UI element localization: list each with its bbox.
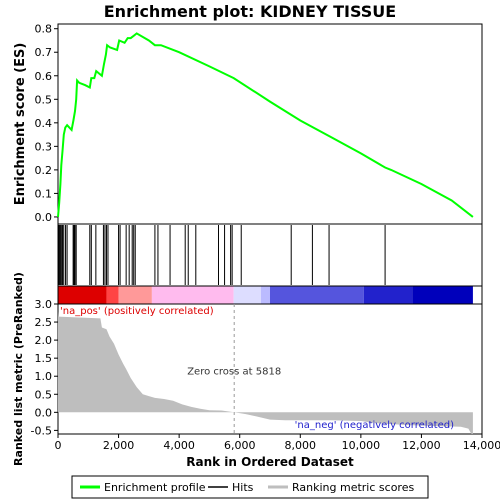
heatmap-segment: [58, 286, 106, 304]
x-tick-label: 4,000: [163, 439, 195, 452]
metric-y-tick-label: -0.5: [31, 424, 52, 437]
es-y-tick-label: 0.8: [35, 23, 53, 36]
es-y-tick-label: 0.1: [35, 187, 53, 200]
metric-y-tick-label: 1.5: [35, 352, 53, 365]
ranking-heatmap: [58, 286, 473, 304]
metric-y-tick-label: 1.0: [35, 370, 53, 383]
heatmap-segment: [412, 286, 473, 304]
es-y-axis: 0.0 0.1 0.2 0.3 0.4 0.5 0.6 0.7 0.8: [35, 23, 59, 224]
chart-title: Enrichment plot: KIDNEY TISSUE: [104, 2, 396, 21]
es-y-tick-label: 0.6: [35, 70, 53, 83]
legend-label-metric: Ranking metric scores: [292, 481, 414, 494]
es-y-tick-label: 0.2: [35, 164, 53, 177]
metric-y-tick-label: 0.5: [35, 388, 53, 401]
heatmap-segment: [119, 286, 152, 304]
hits-panel-frame: [58, 224, 482, 286]
x-tick-label: 6,000: [224, 439, 256, 452]
x-tick-label: 8,000: [285, 439, 317, 452]
es-y-tick-label: 0.7: [35, 46, 53, 59]
zero-cross-label: Zero cross at 5818: [187, 366, 281, 377]
legend: Enrichment profile Hits Ranking metric s…: [72, 476, 428, 498]
x-tick-label: 10,000: [342, 439, 381, 452]
heatmap-segment: [106, 286, 118, 304]
metric-y-tick-label: 2.5: [35, 316, 53, 329]
es-panel-frame: [58, 24, 482, 224]
es-y-tick-label: 0.5: [35, 93, 53, 106]
es-y-axis-label: Enrichment score (ES): [13, 43, 28, 206]
es-y-tick-label: 0.0: [35, 211, 53, 224]
metric-y-tick-label: 2.0: [35, 334, 53, 347]
legend-label-hits: Hits: [232, 481, 254, 494]
metric-y-axis-label: Ranked list metric (PreRanked): [12, 272, 25, 466]
heatmap-segment: [270, 286, 364, 304]
metric-y-axis: -0.5 0.0 0.5 1.0 1.5 2.0 2.5 3.0: [31, 298, 58, 437]
x-axis-label: Rank in Ordered Dataset: [186, 455, 354, 469]
metric-y-tick-label: 3.0: [35, 298, 53, 311]
x-tick-label: 12,000: [402, 439, 441, 452]
x-tick-label: 0: [55, 439, 62, 452]
heatmap-segment: [152, 286, 234, 304]
heatmap-segment: [364, 286, 412, 304]
metric-y-tick-label: 0.0: [35, 406, 53, 419]
es-y-tick-label: 0.3: [35, 140, 53, 153]
x-tick-label: 14,000: [463, 439, 500, 452]
negative-label: 'na_neg' (negatively correlated): [295, 420, 454, 431]
heatmap-segment: [234, 286, 261, 304]
legend-label-enrichment: Enrichment profile: [104, 481, 206, 494]
x-axis: 0 2,000 4,000 6,000 8,000 10,000 12,000 14,000: [55, 434, 500, 452]
positive-label: 'na_pos' (positively correlated): [60, 306, 214, 317]
x-tick-label: 2,000: [103, 439, 135, 452]
heatmap-segment: [261, 286, 270, 304]
es-y-tick-label: 0.4: [35, 117, 53, 130]
